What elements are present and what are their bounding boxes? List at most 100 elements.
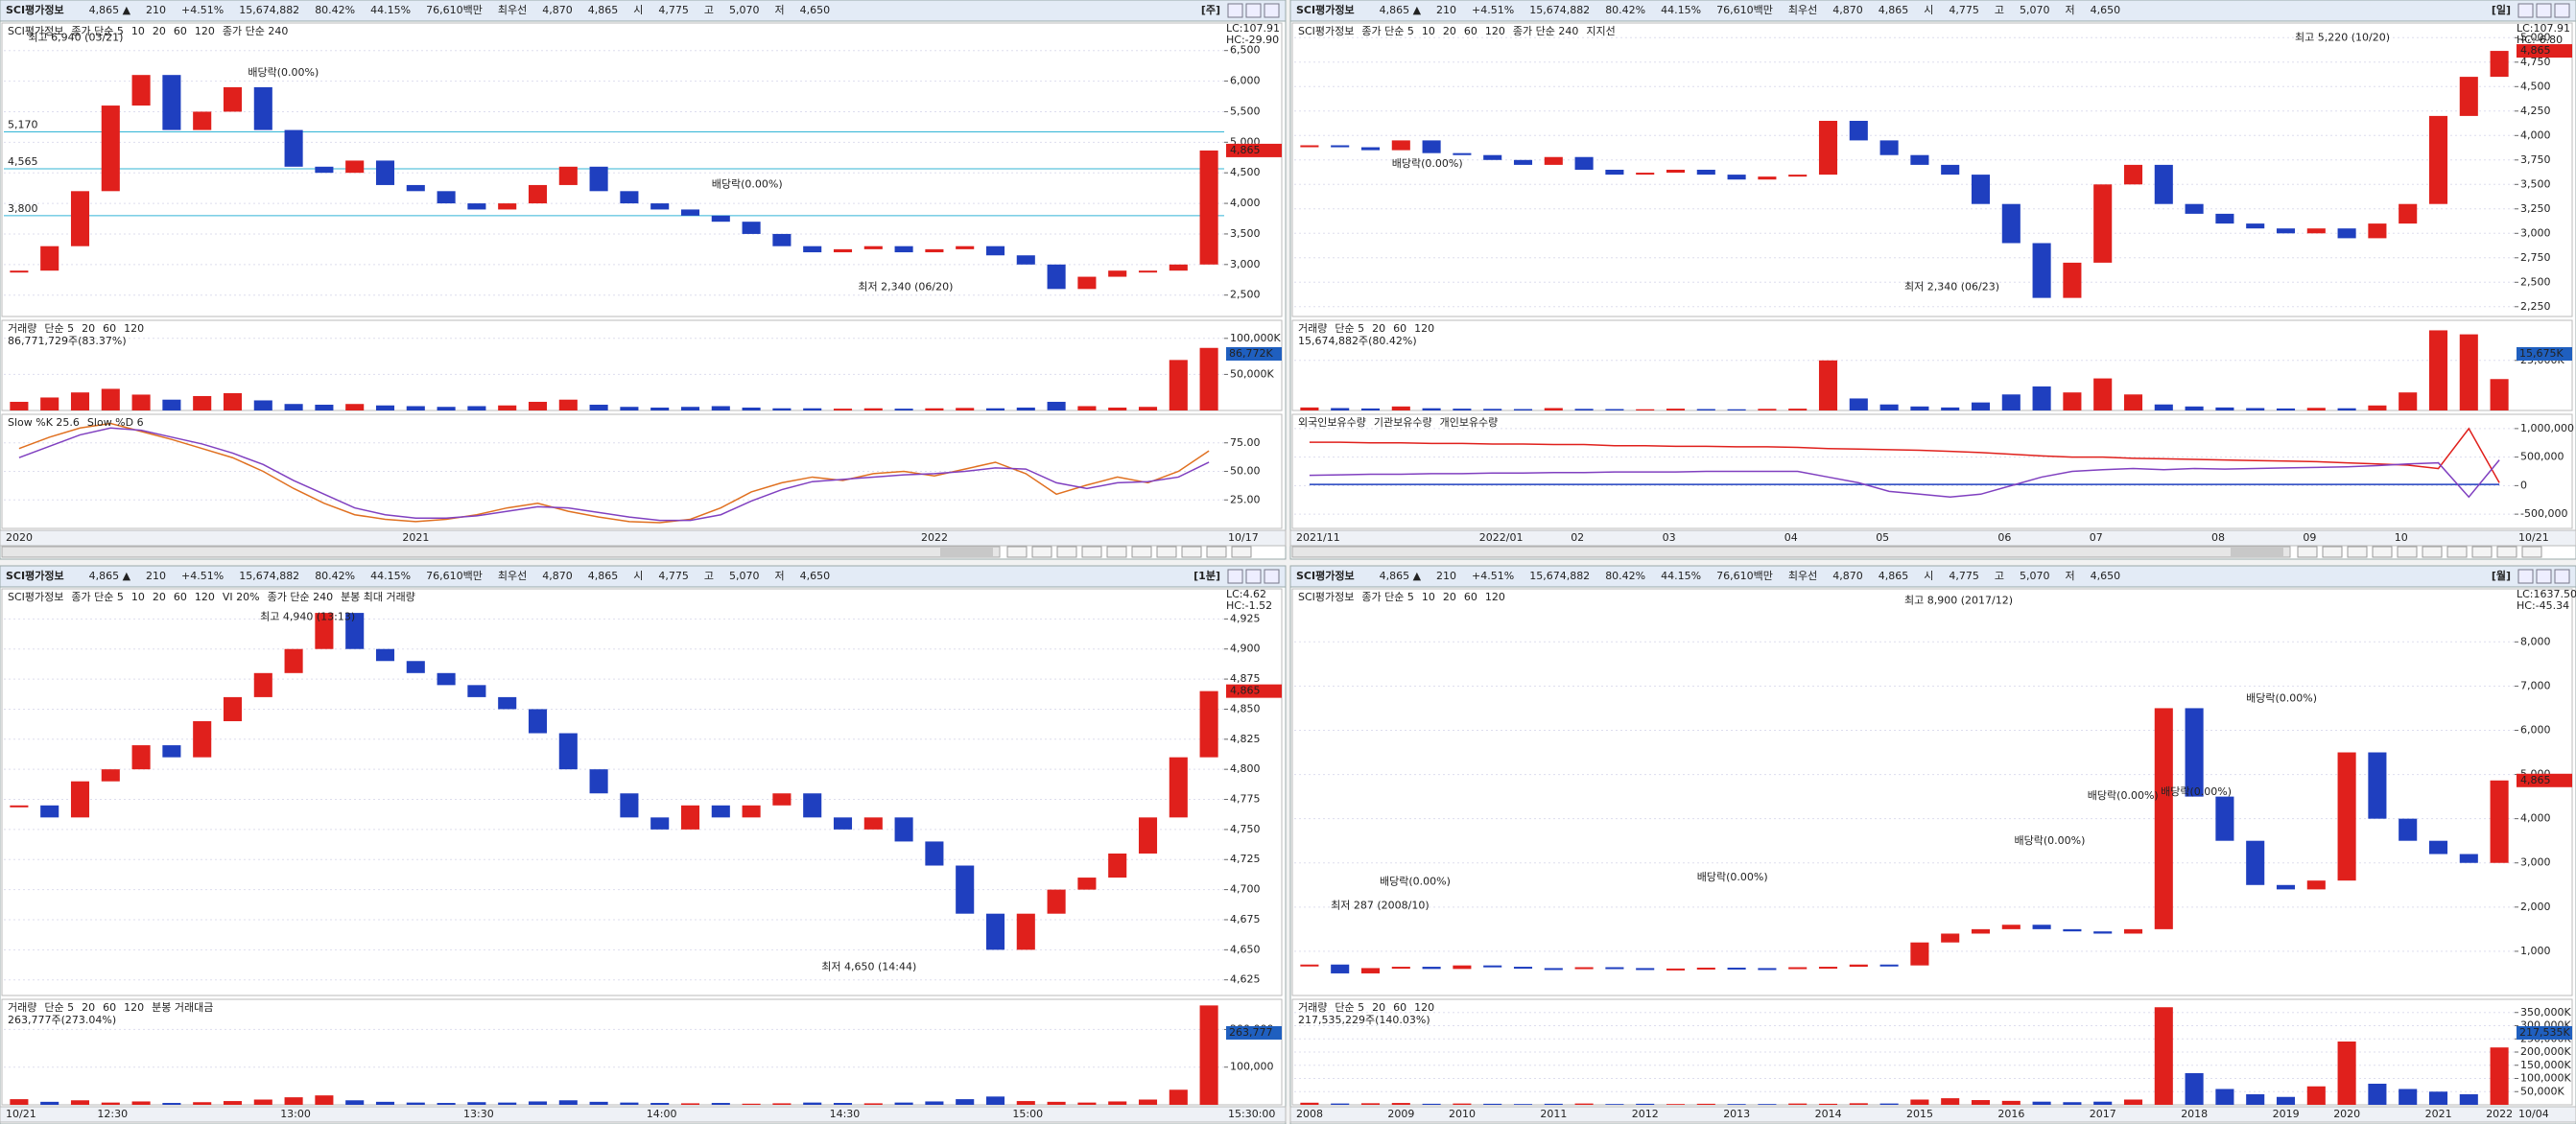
candle [1169,757,1188,818]
header-field: 4,870 [1832,4,1863,16]
annotation: 최고 8,900 (2017/12) [1904,595,2013,607]
scrollbar[interactable] [1,546,1001,558]
toolbar-button[interactable] [2372,546,2393,558]
toolbar-button[interactable] [2521,546,2542,558]
window-button[interactable] [1264,569,1280,584]
volume-bar [1169,360,1188,410]
volume-bar [2154,404,2173,410]
candle [1138,270,1158,273]
last-price-box [2517,44,2572,59]
header-field: 15,674,882 [239,570,299,582]
toolbar-button[interactable] [2422,546,2443,558]
volume-bar [1574,1103,1594,1105]
y-tick-label: 4,775 [1230,793,1261,806]
toolbar-button[interactable] [1056,546,1077,558]
toolbar-button[interactable] [2397,546,2418,558]
window-button[interactable] [1227,3,1243,18]
toolbar-button[interactable] [2446,546,2468,558]
volume-bar [620,1102,639,1105]
candle [1879,964,1899,967]
header-field: 80.42% [315,4,355,16]
window-button[interactable] [2517,569,2534,584]
toolbar-button[interactable] [2347,546,2368,558]
candle [345,160,365,174]
legend-entry: SCI평가정보 [1298,25,1354,37]
volume-bar [2276,408,2296,410]
volume-bar [437,407,456,410]
window-button[interactable] [1264,3,1280,18]
volume-bar [833,409,853,410]
y-tick-label: 2,500 [2520,275,2551,288]
window-button[interactable] [1227,569,1243,584]
price-area [1291,588,2573,996]
volume-bar [1788,1103,1808,1105]
candle [589,769,608,794]
toolbar-button[interactable] [1006,546,1028,558]
volume-bar [2459,1094,2478,1105]
candle [2399,818,2418,841]
toolbar-button[interactable] [1231,546,1252,558]
volume-bar [2490,379,2509,410]
candle [1941,164,1960,176]
toolbar-button[interactable] [1081,546,1102,558]
scroll-thumb[interactable] [940,548,993,556]
candle [772,793,792,806]
legend-entry: 종가 단순 240 [1513,25,1578,37]
candle [1453,152,1472,155]
candle [1483,965,1502,968]
window-button[interactable] [1245,569,1262,584]
candle [375,160,395,185]
toolbar-button[interactable] [2496,546,2517,558]
y-tick-label: -500,000 [2520,507,2567,520]
window-button[interactable] [2554,569,2570,584]
volume-bar [2306,1086,2326,1105]
legend-entry: 120 [1414,322,1434,335]
legend-entry: 20 [82,322,95,335]
volume-bar [1108,1101,1127,1105]
candle [1199,150,1218,265]
toolbar-button[interactable] [1131,546,1152,558]
x-tick-label: 2022 [921,531,948,544]
candle [742,805,761,818]
volume-bar [2063,1102,2082,1105]
x-tick-label: 2022 [2486,1108,2513,1120]
window-button[interactable] [2554,3,2570,18]
volume-bar [498,405,517,410]
window-button[interactable] [2536,569,2552,584]
header-field: 5,070 [2020,570,2050,582]
header-field: 최우선 [498,570,527,582]
annotation: 배당락(0.00%) [1380,875,1451,887]
volume-bar [1849,398,1868,410]
y-tick-label: 0 [2520,479,2527,491]
scrollbar[interactable] [1291,546,2291,558]
toolbar-button[interactable] [1206,546,1227,558]
header-field: 44.15% [1661,570,1701,582]
window-button[interactable] [1245,3,1262,18]
candle [2337,228,2356,239]
annotation: 배당락(0.00%) [2014,834,2085,847]
toolbar-button[interactable] [2297,546,2318,558]
header-field: 최우선 [1788,4,1817,16]
candle [2093,931,2113,934]
toolbar-button[interactable] [2322,546,2343,558]
volume-bar [131,1101,151,1105]
legend-entry: 120 [124,1001,144,1014]
scroll-thumb[interactable] [2231,548,2283,556]
toolbar-button[interactable] [1181,546,1202,558]
toolbar-button[interactable] [1106,546,1127,558]
y-tick-label: 25.00 [1230,493,1261,505]
legend-entry: 종가 단순 5 [1361,591,1413,603]
candle [162,75,181,130]
window-button[interactable] [2536,3,2552,18]
toolbar-button[interactable] [2471,546,2493,558]
volume-bar [1971,1100,1991,1105]
header-field: +4.51% [1472,570,1514,582]
candle [925,248,944,253]
window-button[interactable] [2517,3,2534,18]
panel-bg [1289,565,2576,1124]
candle [223,696,243,721]
x-tick-label: 13:30 [463,1108,494,1120]
toolbar-button[interactable] [1156,546,1177,558]
candle [498,696,517,710]
toolbar-button[interactable] [1031,546,1052,558]
